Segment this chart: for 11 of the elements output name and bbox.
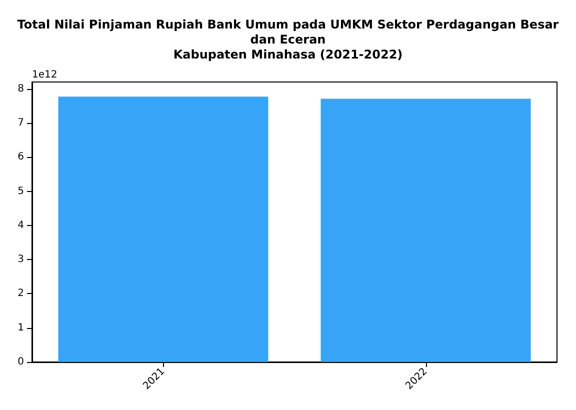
y-tick-label: 7 bbox=[18, 117, 24, 128]
y-tick-label: 2 bbox=[18, 288, 24, 300]
y-tick-label: 5 bbox=[18, 186, 24, 197]
y-tick-label: 6 bbox=[18, 152, 24, 163]
y-tick-label: 4 bbox=[18, 220, 24, 231]
y-tick-label: 1 bbox=[18, 322, 24, 334]
y-tick-label: 3 bbox=[18, 254, 24, 266]
chart-title: Total Nilai Pinjaman Rupiah Bank Umum pada UMKM Sektor Perdagangan Besar dan Eceran Kabupaten Minahasa (2021-2022) bbox=[17, 18, 559, 62]
y-tick-label: 0 bbox=[18, 356, 24, 368]
text: 1e12 bbox=[32, 70, 58, 80]
y-tick-label: 8 bbox=[18, 83, 24, 94]
